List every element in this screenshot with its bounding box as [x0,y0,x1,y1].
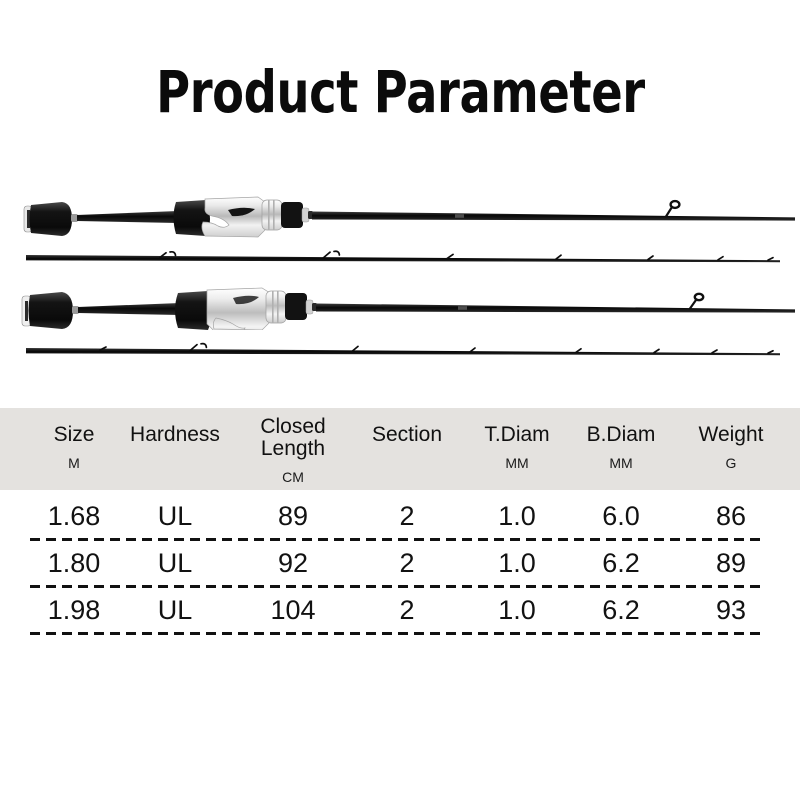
column-header-weight: Weight G [676,408,786,490]
column-header-section: Section [348,408,466,490]
rod-lower-butt-section [0,272,800,330]
rod-upper-hood [261,199,283,231]
rod-lower-reel-foot-recess [233,295,259,305]
cell-size: 1.80 [47,548,101,578]
rod-lower-blank [316,303,795,313]
cell-weight: 93 [715,595,747,625]
rod-upper-reel-seat [201,196,266,238]
column-header-b-diam: B.Diam MM [566,408,676,490]
column-header-closed-length-label: Closed Length [260,415,326,460]
rod-upper-tip-blank [26,255,780,263]
rod-upper-blank [312,211,795,221]
rod-upper-rear-grip [29,202,72,236]
cell-hardness: UL [157,595,193,625]
rod-upper-reel-foot-recess [228,207,255,217]
table-row: 1.98 UL 104 2 1.0 6.2 93 [0,588,800,632]
page-title: Product Parameter [155,58,645,126]
cell-b-diam: 6.0 [602,501,640,531]
row-divider [30,632,760,635]
cell-weight: 86 [715,501,747,531]
cell-hardness: UL [157,501,193,531]
rod-upper-guide [664,199,681,218]
spec-table: Size M Hardness Closed Length CM Section… [0,408,800,635]
column-header-t-diam: T.Diam MM [462,408,572,490]
cell-closed-length: 104 [270,595,316,625]
rod-lower-tip-guides [99,342,774,355]
row-divider [30,538,760,541]
column-header-closed-length: Closed Length CM [234,408,352,490]
rod-lower-locking-ring [285,293,307,320]
column-header-size-label: Size [53,423,95,446]
rod-lower-rear-grip [28,292,73,329]
column-header-closed-length-unit: CM [282,469,304,485]
rod-upper-mid-blank [77,211,178,223]
rod-lower-butt-cap [21,295,32,327]
column-header-weight-label: Weight [698,423,764,446]
row-divider [30,585,760,588]
rod-lower-tip-section [0,330,800,362]
column-header-hardness-label: Hardness [130,423,220,446]
column-header-section-label: Section [371,423,443,446]
cell-weight: 89 [715,548,747,578]
spec-table-body: 1.68 UL 89 2 1.0 6.0 86 1.80 UL 92 2 1.0… [0,490,800,635]
cell-b-diam: 6.2 [602,595,640,625]
rod-lower-tip-blank [26,348,780,356]
cell-section: 2 [399,501,415,531]
column-header-hardness: Hardness [110,408,240,490]
rod-lower-fore-grip [175,291,212,330]
column-header-b-diam-unit: MM [609,455,633,471]
cell-t-diam: 1.0 [498,501,536,531]
product-rod-upper [0,180,800,270]
rod-upper-fore-grip [173,200,210,236]
rod-upper-tip-section [0,238,800,270]
rod-lower-reel-seat [206,287,271,330]
rod-upper-tip-guides [159,250,774,261]
cell-section: 2 [399,548,415,578]
column-header-size-unit: M [68,455,80,471]
rod-lower-hood [265,290,287,324]
cell-t-diam: 1.0 [498,595,536,625]
table-row: 1.68 UL 89 2 1.0 6.0 86 [0,494,800,538]
product-rod-lower [0,272,800,362]
column-header-size: Size M [20,408,128,490]
rod-lower-mid-blank [78,303,180,315]
table-row: 1.80 UL 92 2 1.0 6.2 89 [0,541,800,585]
cell-closed-length: 92 [277,548,309,578]
column-header-t-diam-unit: MM [505,455,529,471]
cell-size: 1.98 [47,595,101,625]
rod-upper-butt-section [0,180,800,238]
cell-closed-length: 89 [277,501,309,531]
cell-t-diam: 1.0 [498,548,536,578]
column-header-t-diam-label: T.Diam [484,423,550,446]
cell-b-diam: 6.2 [602,548,640,578]
spec-table-header-row: Size M Hardness Closed Length CM Section… [0,408,800,490]
cell-hardness: UL [157,548,193,578]
rod-lower-guide [688,292,705,310]
rod-upper-locking-ring [281,202,303,228]
column-header-weight-unit: G [725,455,737,471]
cell-size: 1.68 [47,501,101,531]
cell-section: 2 [399,595,415,625]
product-image-area [0,180,800,360]
title-block: Product Parameter [0,62,800,122]
column-header-b-diam-label: B.Diam [586,423,656,446]
